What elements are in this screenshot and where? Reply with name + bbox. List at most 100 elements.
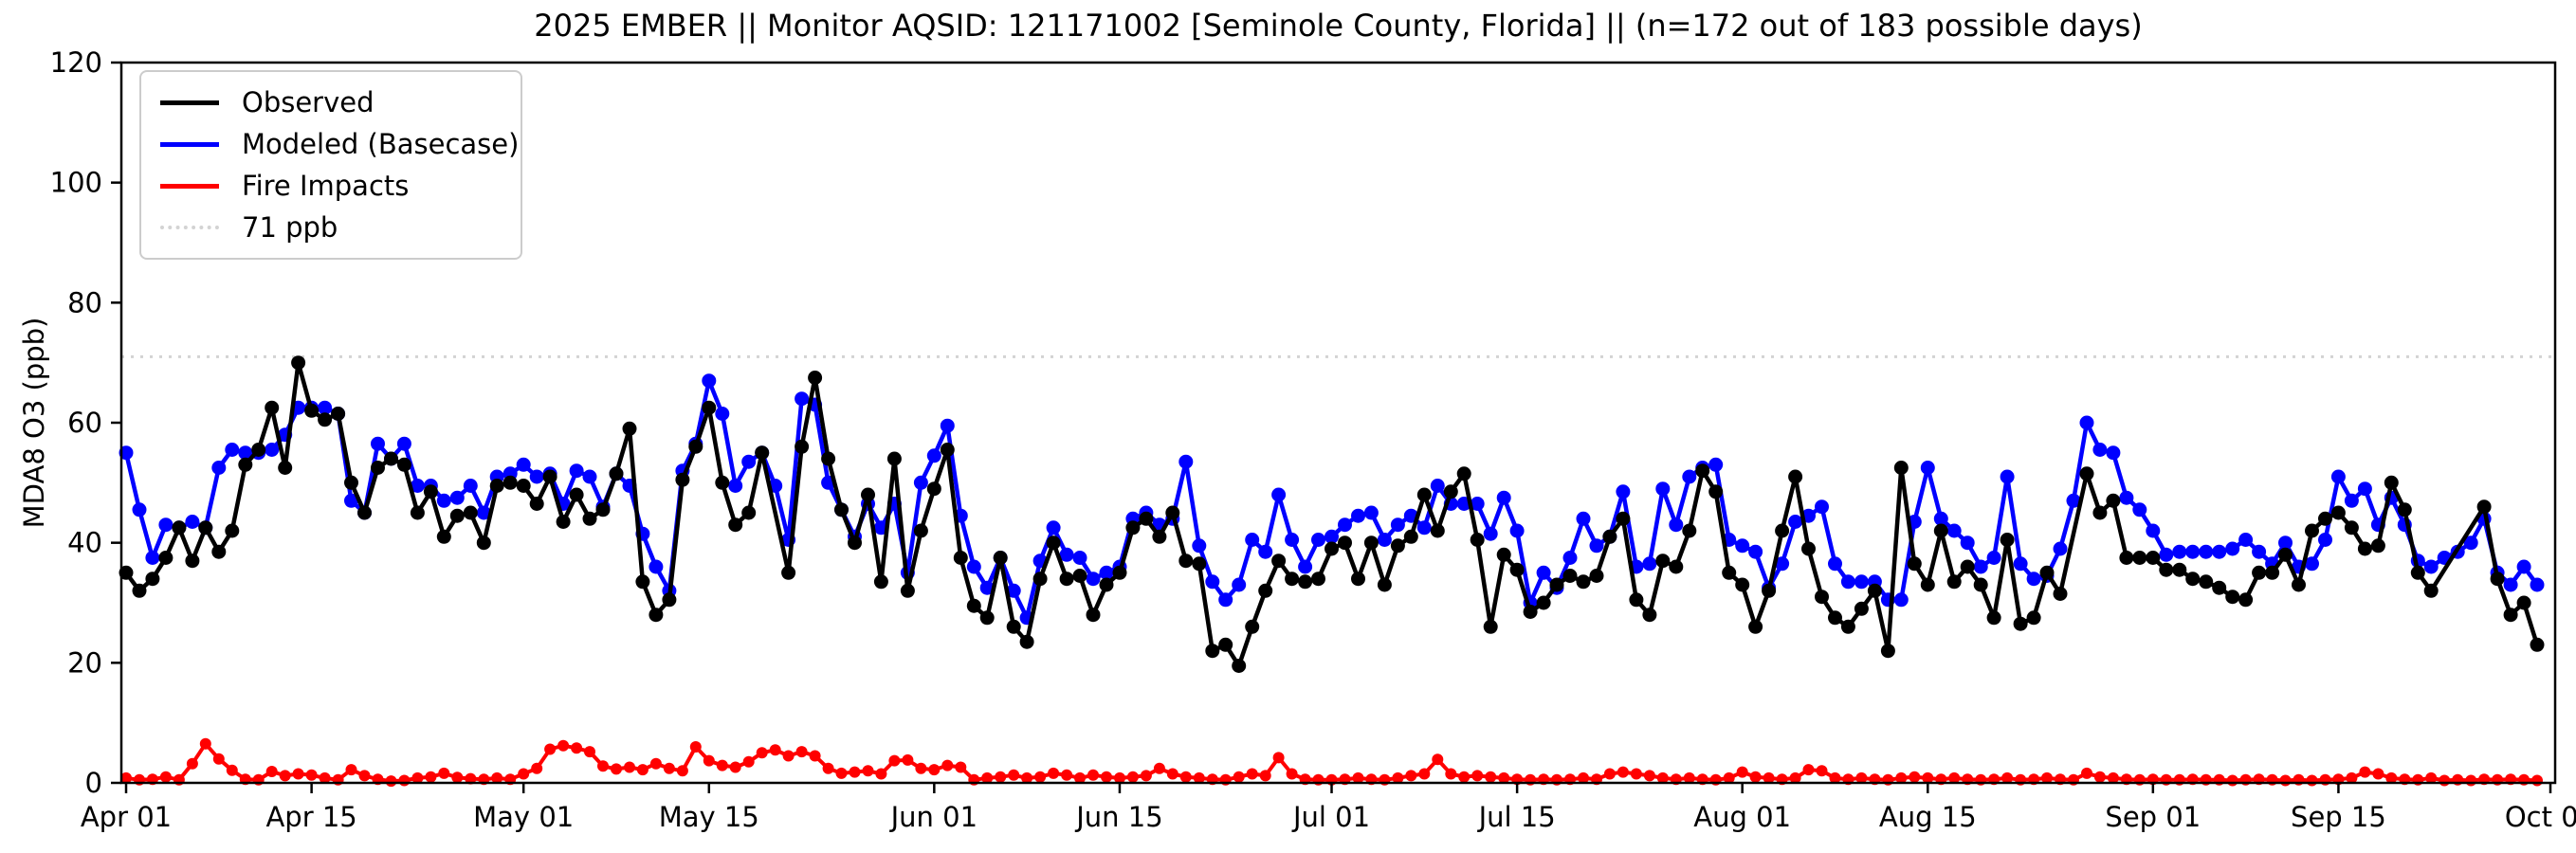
data-point (1245, 533, 1260, 547)
data-point (2530, 577, 2545, 592)
data-point (1152, 529, 1167, 544)
data-point (265, 400, 280, 415)
data-point (2344, 520, 2359, 535)
data-point (1086, 572, 1101, 587)
data-point (1829, 771, 1841, 784)
data-point (1338, 517, 1352, 533)
data-point (2001, 771, 2014, 784)
data-point (304, 403, 320, 418)
data-point (2159, 562, 2174, 577)
data-point (822, 762, 834, 774)
data-point (2279, 774, 2292, 787)
data-point (1034, 771, 1047, 783)
fire-impacts-series (120, 737, 2543, 788)
data-point (251, 443, 266, 457)
data-point (557, 739, 570, 752)
data-point (463, 479, 478, 493)
data-point (1867, 583, 1882, 598)
data-point (609, 466, 624, 481)
data-point (1536, 565, 1551, 580)
data-point (1258, 544, 1273, 559)
legend: Observed Modeled (Basecase) Fire Impacts… (139, 70, 522, 260)
data-point (2305, 556, 2319, 572)
data-point (1298, 574, 1313, 590)
data-point (1602, 529, 1617, 544)
data-point (226, 764, 238, 776)
data-point (1735, 577, 1750, 592)
data-point (1403, 529, 1418, 544)
data-point (1920, 461, 1935, 475)
data-point (1205, 574, 1220, 590)
data-point (702, 373, 717, 389)
data-point (703, 754, 715, 767)
data-point (371, 461, 385, 475)
data-point (597, 760, 609, 772)
data-point (145, 551, 160, 565)
data-point (1072, 569, 1087, 583)
data-point (1801, 541, 1816, 556)
data-point (900, 583, 915, 598)
data-point (979, 580, 995, 595)
data-point (2410, 565, 2425, 580)
data-point (821, 451, 836, 466)
data-point (624, 761, 635, 773)
data-point (1456, 466, 1471, 481)
data-point (1496, 547, 1511, 562)
data-point (436, 493, 451, 508)
data-point (265, 443, 280, 457)
data-point (476, 505, 491, 520)
data-point (2344, 493, 2359, 508)
data-point (1139, 511, 1154, 526)
legend-item-modeled: Modeled (Basecase) (141, 123, 521, 165)
data-point (2199, 574, 2214, 590)
data-point (1179, 771, 1192, 783)
data-point (396, 457, 411, 472)
data-point (2252, 544, 2267, 559)
data-point (741, 505, 757, 520)
data-point (1271, 487, 1287, 502)
data-point (926, 448, 941, 463)
data-point (1893, 461, 1909, 475)
data-point (319, 771, 331, 784)
data-point (1498, 771, 1510, 784)
data-point (1893, 592, 1909, 608)
data-point (1165, 505, 1180, 520)
data-point (2053, 587, 2068, 601)
data-point (2106, 493, 2121, 508)
data-point (953, 551, 968, 565)
data-point (2225, 590, 2240, 605)
data-point (1086, 608, 1101, 623)
data-point (1059, 572, 1074, 587)
data-point (2026, 610, 2041, 626)
data-point (571, 742, 583, 754)
data-point (756, 747, 768, 759)
data-point (1352, 771, 1364, 784)
data-point (1271, 554, 1287, 569)
data-point (902, 753, 914, 766)
data-point (2041, 771, 2053, 784)
data-point (1432, 753, 1444, 766)
data-point (941, 759, 954, 771)
data-point (1576, 574, 1591, 590)
data-point (279, 770, 291, 782)
data-point (1682, 469, 1697, 484)
data-point (1496, 490, 1511, 505)
data-point (2318, 511, 2332, 526)
data-point (1695, 463, 1710, 479)
data-point (2318, 533, 2332, 547)
data-point (344, 493, 358, 508)
data-point (1922, 771, 1934, 784)
data-point (1920, 577, 1935, 592)
x-tick-label: Jul 15 (1477, 801, 1556, 833)
data-point (1311, 572, 1325, 587)
data-point (2226, 774, 2238, 787)
data-point (2185, 544, 2201, 559)
data-point (2278, 535, 2293, 551)
data-point (1775, 523, 1790, 538)
data-point (1536, 595, 1551, 610)
data-point (1642, 556, 1657, 572)
data-point (1232, 577, 1247, 592)
data-point (1298, 559, 1313, 574)
data-point (582, 469, 597, 484)
